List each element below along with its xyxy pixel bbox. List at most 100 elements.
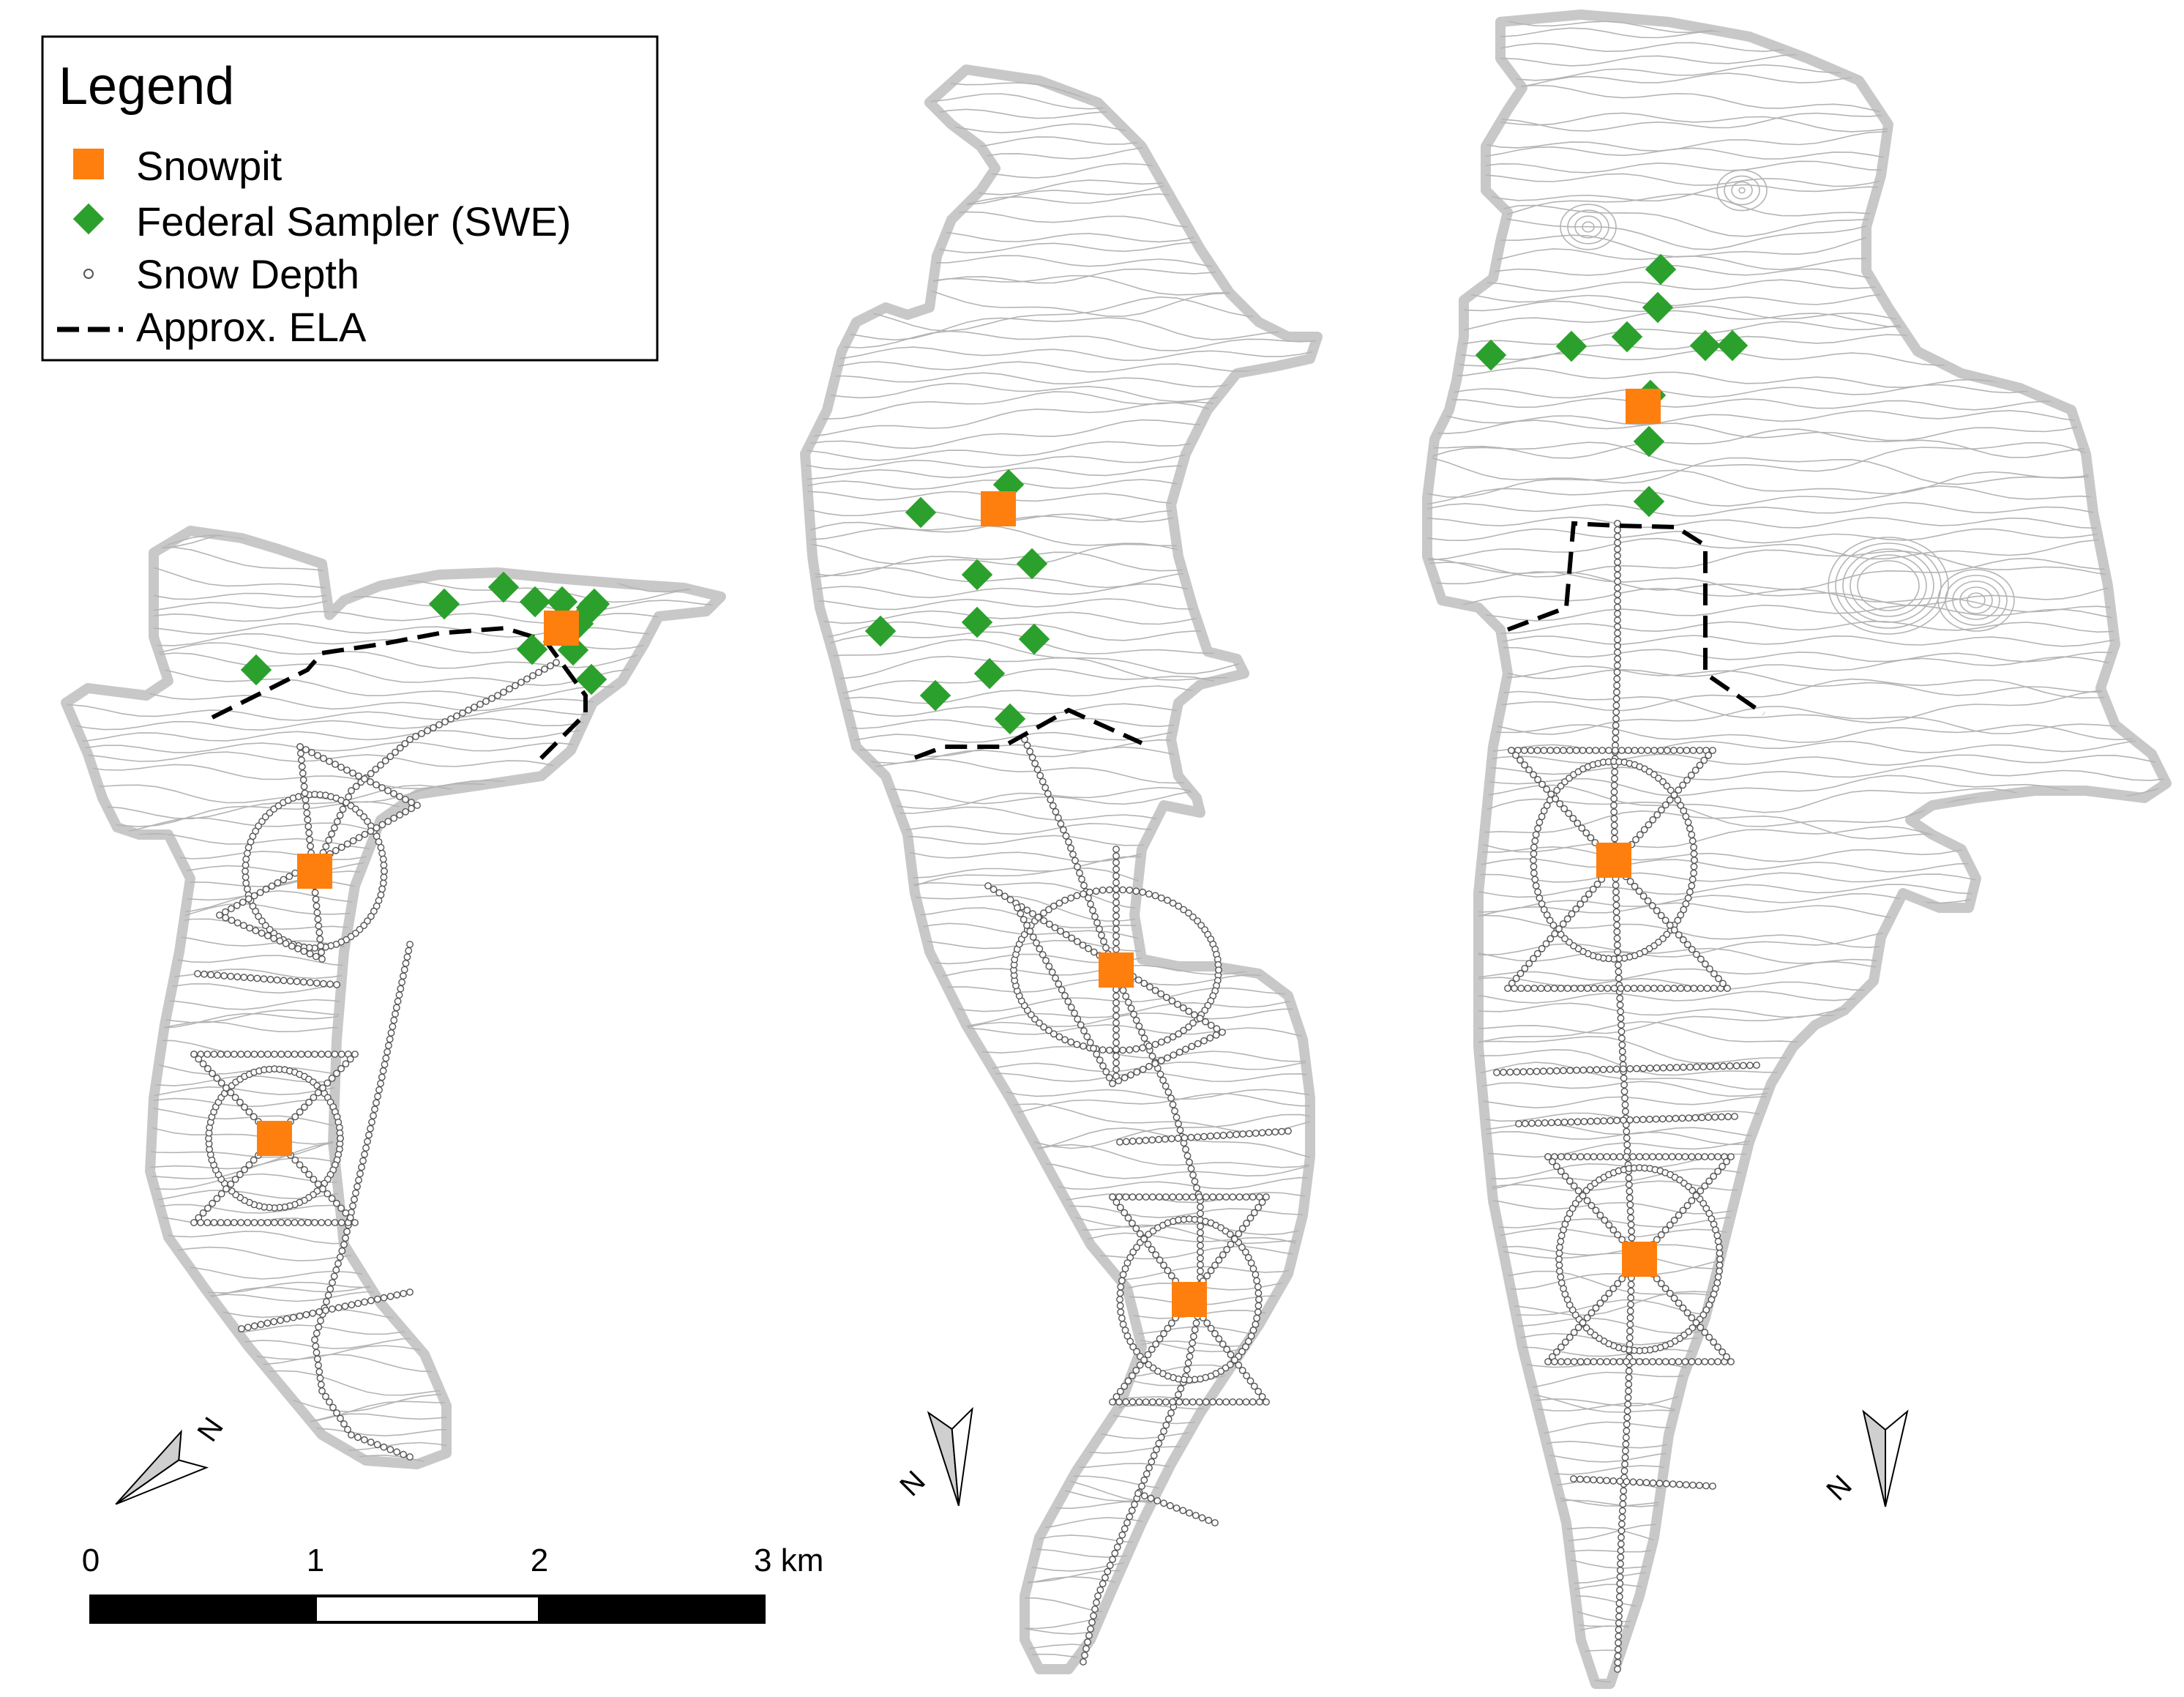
- snow-depth-point: [1039, 951, 1047, 958]
- snow-depth-point: [1579, 1066, 1587, 1074]
- contour-line: [1427, 587, 2166, 617]
- snow-depth-point: [315, 1362, 322, 1369]
- snow-depth-point: [1710, 985, 1718, 992]
- snow-depth-point: [1552, 795, 1560, 803]
- snow-depth-point: [334, 1260, 342, 1267]
- snow-depth-point: [1538, 813, 1546, 821]
- snow-depth-point: [1517, 985, 1525, 992]
- snow-depth-point: [1716, 1261, 1724, 1269]
- legend-snowpit-swatch: [73, 149, 104, 179]
- contour-line: [1427, 537, 2166, 561]
- snow-depth-point: [283, 1315, 291, 1323]
- snow-depth-point: [1246, 1377, 1254, 1385]
- snow-depth-point: [1183, 1366, 1191, 1373]
- snow-depth-point: [1696, 761, 1704, 769]
- snow-depth-point: [1093, 919, 1101, 927]
- snow-depth-point: [302, 802, 310, 810]
- snow-depth-point: [1128, 1507, 1136, 1515]
- snow-depth-point: [1521, 761, 1529, 769]
- snow-depth-point: [1614, 571, 1621, 579]
- snow-depth-point: [1716, 1243, 1724, 1251]
- snow-depth-point: [1253, 1277, 1261, 1285]
- snow-depth-point: [1675, 786, 1683, 794]
- snow-depth-point: [1626, 1308, 1634, 1315]
- snow-depth-point: [541, 665, 548, 673]
- snow-depth-point: [1621, 1094, 1628, 1102]
- snow-depth-point: [1254, 1302, 1263, 1310]
- snow-depth-point: [1614, 1666, 1621, 1673]
- snow-depth-point: [201, 970, 208, 978]
- snow-depth-point: [250, 892, 258, 900]
- snow-depth-point: [210, 1051, 218, 1058]
- snow-depth-point: [1570, 1475, 1577, 1482]
- snow-depth-point: [250, 1219, 258, 1226]
- snow-depth-point: [313, 1349, 321, 1357]
- snow-depth-point: [1058, 986, 1066, 993]
- snow-depth-point: [1249, 1265, 1257, 1272]
- snow-depth-point: [1629, 1478, 1637, 1486]
- snow-depth-point: [1618, 1048, 1626, 1056]
- snow-depth-point: [1169, 1100, 1177, 1108]
- snow-depth-point: [1625, 1381, 1633, 1388]
- snow-depth-point: [1610, 802, 1618, 809]
- snow-depth-point: [316, 1374, 324, 1382]
- snow-depth-point: [1700, 756, 1708, 764]
- snow-depth-point: [1626, 1314, 1634, 1321]
- snow-depth-point: [1077, 1021, 1085, 1029]
- snow-depth-point: [1620, 1081, 1628, 1089]
- snow-depth-point: [1229, 1193, 1237, 1201]
- snow-depth-point: [1527, 747, 1535, 754]
- snow-depth-point: [1682, 1481, 1690, 1489]
- snow-depth-point: [1686, 824, 1694, 832]
- snow-depth-point: [1145, 1361, 1153, 1368]
- snow-depth-point: [1079, 941, 1087, 949]
- snow-depth-point: [1618, 1534, 1625, 1541]
- snow-depth-point: [1543, 911, 1551, 919]
- snow-depth-point: [1538, 780, 1547, 788]
- snow-depth-point: [1152, 1251, 1160, 1258]
- contour-line: [1427, 1403, 2166, 1436]
- snow-depth-point: [1145, 1062, 1153, 1070]
- snow-depth-point: [1157, 1038, 1165, 1046]
- snow-depth-point: [1679, 1063, 1687, 1071]
- snow-depth-point: [298, 763, 306, 771]
- snow-depth-point: [1119, 886, 1127, 894]
- snow-depth-point: [1219, 1029, 1226, 1036]
- snow-depth-point: [1186, 1509, 1193, 1517]
- snow-depth-point: [1626, 1327, 1634, 1335]
- snow-depth-point: [408, 799, 415, 806]
- snow-depth-point: [1039, 777, 1047, 786]
- snow-depth-point: [354, 1182, 361, 1190]
- north-arrow-left-label: N: [191, 1411, 230, 1447]
- snow-depth-point: [396, 811, 404, 819]
- snow-depth-point: [1080, 1043, 1088, 1050]
- contour-line: [66, 652, 719, 687]
- contour-line: [1427, 419, 2166, 441]
- snow-depth-point: [222, 1084, 230, 1092]
- snow-depth-point: [373, 1441, 381, 1449]
- snow-depth-point: [1596, 1358, 1604, 1365]
- snow-depth-point: [1530, 843, 1538, 851]
- snow-depth-point: [1062, 930, 1070, 939]
- snow-depth-point: [238, 1325, 245, 1332]
- snow-depth-point: [1049, 802, 1057, 810]
- snow-depth-point: [1112, 945, 1120, 953]
- snow-depth-point: [373, 1295, 381, 1303]
- snow-depth-point: [1175, 1193, 1183, 1201]
- snow-depth-point: [328, 1195, 336, 1203]
- snow-depth-point: [1512, 974, 1520, 982]
- snow-depth-point: [305, 1098, 313, 1106]
- snow-depth-point: [1652, 1115, 1660, 1123]
- snow-depth-point: [1073, 892, 1081, 900]
- snow-depth-point: [1690, 862, 1698, 870]
- snow-depth-point: [1530, 850, 1538, 858]
- snow-depth-point: [227, 905, 235, 913]
- contour-ring: [1952, 581, 2000, 620]
- snow-depth-point: [1061, 992, 1069, 999]
- snow-depth-point: [1530, 857, 1537, 864]
- snow-depth-point: [1710, 1172, 1718, 1180]
- contour-line: [66, 1226, 719, 1247]
- snow-depth-point: [277, 1219, 285, 1226]
- snow-depth-point: [1670, 1294, 1678, 1302]
- legend-label-ela: Approx. ELA: [136, 304, 367, 350]
